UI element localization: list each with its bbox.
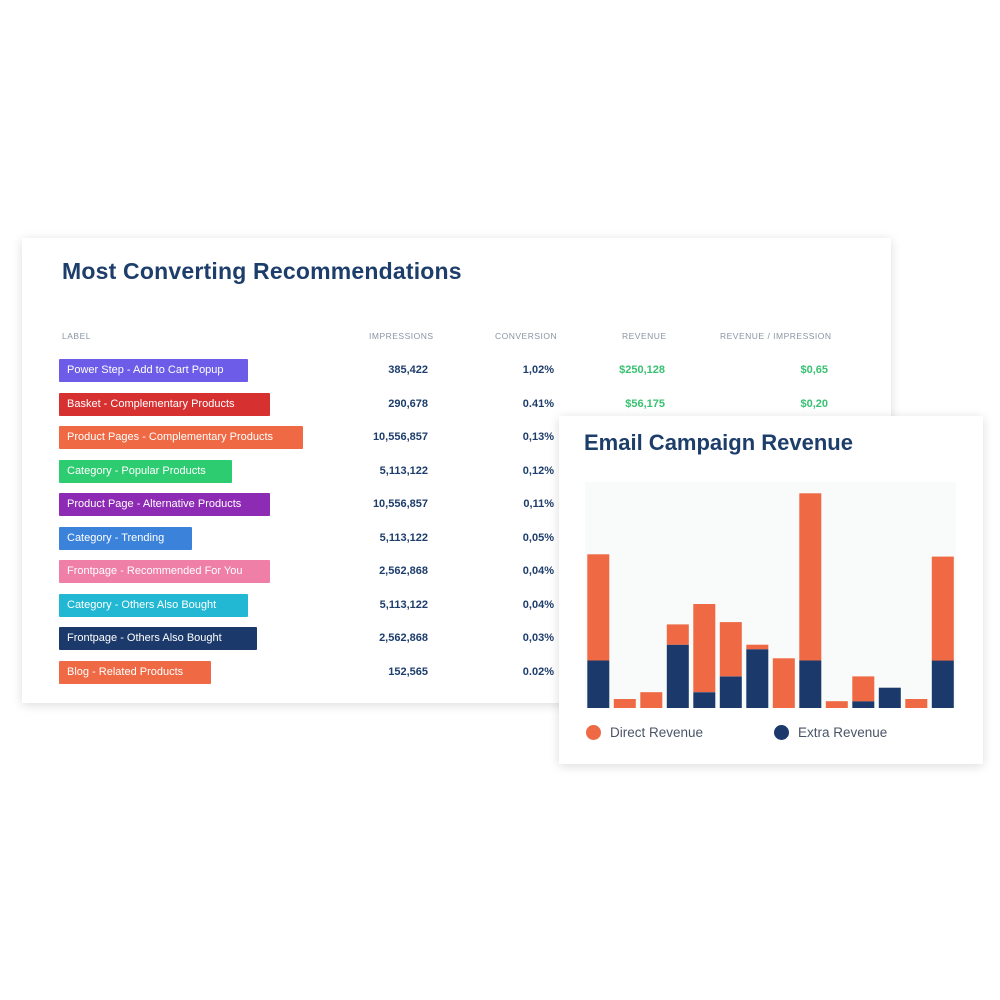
- bar-direct-revenue[interactable]: [640, 692, 663, 708]
- bar-direct-revenue[interactable]: [693, 604, 716, 693]
- email-revenue-card: Email Campaign Revenue Direct Revenue Ex…: [559, 416, 983, 764]
- bar-extra-revenue[interactable]: [852, 701, 875, 708]
- impressions-cell: 5,113,122: [379, 464, 428, 477]
- bar-direct-revenue[interactable]: [825, 701, 848, 708]
- legend-direct-dot: [586, 724, 601, 740]
- recommendation-label-tag[interactable]: Basket - Complementary Products: [59, 392, 270, 416]
- table-row: Category - Trending 5,113,122 0,05%: [22, 526, 891, 551]
- bar-direct-revenue[interactable]: [772, 658, 795, 708]
- impressions-cell: 10,556,857: [372, 431, 428, 443]
- recommendation-label-tag[interactable]: Category - Others Also Bought: [59, 593, 248, 617]
- conversion-cell: 0.02%: [522, 665, 554, 678]
- recommendation-label-tag[interactable]: Blog - Related Products: [59, 660, 211, 684]
- recommendation-label-tag[interactable]: Product Pages - Complementary Products: [59, 426, 303, 449]
- bar-direct-revenue[interactable]: [666, 624, 689, 645]
- bar-direct-revenue[interactable]: [613, 699, 636, 708]
- bar-direct-revenue[interactable]: [931, 556, 954, 661]
- revenue-cell: $56,175: [625, 397, 665, 410]
- recommendation-label-tag[interactable]: Frontpage - Others Also Bought: [59, 627, 257, 650]
- bar-extra-revenue[interactable]: [931, 660, 954, 709]
- bar-direct-revenue[interactable]: [852, 676, 875, 702]
- conversion-cell: 0,11%: [523, 498, 554, 510]
- table-row: Frontpage - Others Also Bought 2,562,868 0…: [22, 627, 891, 651]
- col-header-revenue-per-impression: REVENUE / IMPRESSION: [720, 331, 832, 341]
- conversion-cell: 0,03%: [522, 632, 554, 644]
- impressions-cell: 2,562,868: [379, 565, 428, 577]
- legend-direct: Direct Revenue: [586, 724, 703, 740]
- bar-direct-revenue[interactable]: [719, 622, 742, 677]
- impressions-cell: 10,556,857: [372, 498, 428, 510]
- bar-extra-revenue[interactable]: [878, 687, 901, 708]
- recommendation-label-tag[interactable]: Category - Trending: [59, 526, 192, 550]
- revenue-per-impression-cell: $0,65: [800, 364, 828, 376]
- bar-extra-revenue[interactable]: [719, 676, 742, 708]
- legend-direct-label: Direct Revenue: [610, 724, 704, 740]
- revenue-cell: $250,128: [619, 364, 665, 376]
- conversion-cell: 1,02%: [522, 364, 554, 376]
- table-row: Category - Popular Products 5,113,122 0,12…: [22, 459, 891, 484]
- conversion-cell: 0,12%: [522, 464, 554, 477]
- recommendation-label-tag[interactable]: Product Page - Alternative Products: [59, 493, 270, 516]
- impressions-cell: 290,678: [388, 397, 428, 410]
- conversion-cell: 0,04%: [522, 565, 554, 577]
- col-header-label: LABEL: [62, 331, 91, 341]
- conversion-cell: 0,04%: [522, 598, 554, 611]
- legend-extra-label: Extra Revenue: [798, 724, 888, 740]
- table-row: Category - Others Also Bought 5,113,122 0,…: [22, 593, 891, 618]
- table-title: Most Converting Recommendations: [62, 258, 462, 284]
- bar-extra-revenue[interactable]: [587, 660, 610, 709]
- revenue-bar-chart: [585, 482, 956, 708]
- col-header-conversion: CONVERSION: [495, 331, 558, 341]
- bar-extra-revenue[interactable]: [666, 644, 689, 708]
- bar-direct-revenue[interactable]: [746, 644, 769, 650]
- recommendation-label-tag[interactable]: Category - Popular Products: [59, 459, 232, 483]
- table-row: Product Pages - Complementary Products 10…: [22, 426, 891, 450]
- table-row: Power Step - Add to Cart Popup 385,422 1,0…: [22, 359, 891, 383]
- table-row: Frontpage - Recommended For You 2,562,868…: [22, 560, 891, 584]
- chart-title: Email Campaign Revenue: [584, 430, 853, 455]
- col-header-revenue: REVENUE: [622, 331, 667, 341]
- bar-extra-revenue[interactable]: [799, 660, 822, 709]
- conversion-cell: 0,05%: [522, 531, 554, 544]
- impressions-cell: 2,562,868: [379, 632, 428, 644]
- bar-direct-revenue[interactable]: [587, 554, 610, 661]
- recommendation-label-tag[interactable]: Frontpage - Recommended For You: [59, 560, 270, 583]
- bar-extra-revenue[interactable]: [693, 692, 716, 708]
- bar-direct-revenue[interactable]: [905, 699, 928, 708]
- bar-extra-revenue[interactable]: [746, 649, 769, 708]
- conversion-cell: 0,13%: [522, 431, 554, 443]
- legend-extra-dot: [774, 724, 789, 740]
- table-row: Basket - Complementary Products 290,678 0.…: [22, 392, 891, 417]
- plot-area: [585, 482, 956, 708]
- impressions-cell: 385,422: [388, 364, 428, 376]
- bar-direct-revenue[interactable]: [799, 493, 822, 661]
- col-header-impressions: IMPRESSIONS: [369, 331, 434, 341]
- revenue-per-impression-cell: $0,20: [800, 397, 828, 410]
- legend-extra: Extra Revenue: [774, 724, 887, 740]
- impressions-cell: 5,113,122: [379, 598, 428, 611]
- conversion-cell: 0.41%: [522, 397, 554, 410]
- impressions-cell: 152,565: [388, 665, 428, 678]
- impressions-cell: 5,113,122: [379, 531, 428, 544]
- table-row: Blog - Related Products 152,565 0.02%: [22, 660, 891, 685]
- table-row: Product Page - Alternative Products 10,55…: [22, 493, 891, 517]
- recommendation-label-tag[interactable]: Power Step - Add to Cart Popup: [59, 359, 248, 382]
